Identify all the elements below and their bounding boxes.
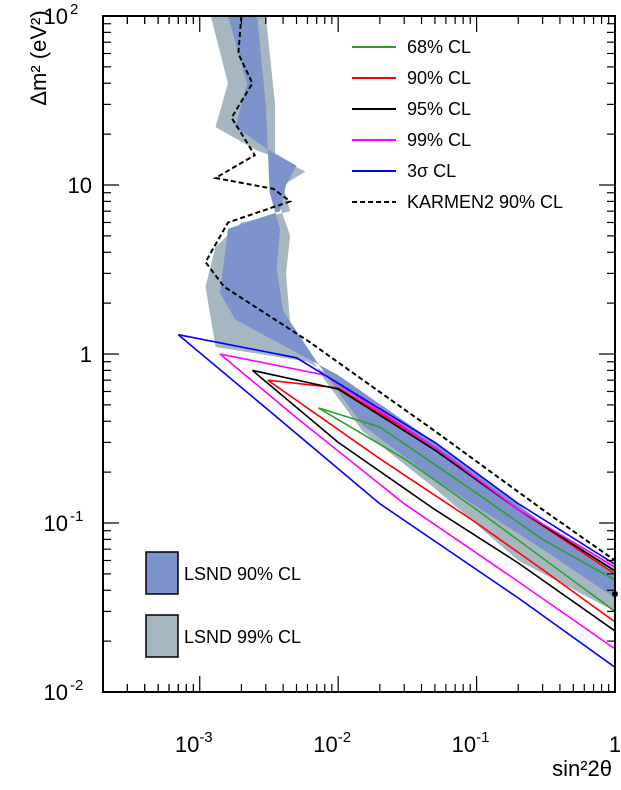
x-tick-exponent: -2 (338, 729, 351, 746)
y-axis-label: Δm² (eV²) (26, 10, 51, 105)
legend-label: 90% CL (407, 68, 471, 88)
legend-label: KARMEN2 90% CL (407, 192, 563, 212)
series-karmen2-90-cl (204, 15, 616, 562)
x-axis-label: sin²2θ (552, 756, 612, 781)
x-tick-exponent: -3 (199, 729, 212, 746)
lsnd-90-region (220, 16, 615, 598)
x-tick-label: 10-2 (313, 729, 351, 757)
y-tick-label: 10 -2 (44, 677, 84, 705)
plot-frame (102, 15, 616, 693)
series-90-cl (267, 379, 616, 624)
region-legend-swatch (145, 614, 179, 658)
x-tick-label: 1 (609, 732, 621, 757)
region-legend-label: LSND 90% CL (184, 564, 301, 584)
x-tick-exponent: -1 (476, 729, 489, 746)
y-tick-exponent: -1 (70, 508, 83, 525)
legend-label: 99% CL (407, 130, 471, 150)
series-99-cl (219, 353, 616, 651)
legend: 68% CL 90% CL 95% CL 99% CL 3σ CL KARMEN2 90%… (352, 37, 563, 212)
axis-ticks (102, 15, 616, 693)
series-3-cl (177, 333, 616, 669)
series-95-cl (251, 369, 616, 633)
legend-label: 3σ CL (407, 161, 456, 181)
legend-label: 95% CL (407, 99, 471, 119)
y-tick-label: 10 -1 (44, 508, 84, 536)
x-tick-label: 10-1 (452, 729, 490, 757)
region-legend: LSND 90% CL LSND 99% CL (145, 551, 301, 658)
legend-label: 68% CL (407, 37, 471, 57)
x-tick-label: 10-3 (175, 729, 213, 757)
region-legend-label: LSND 99% CL (184, 627, 301, 647)
region-legend-swatch (145, 551, 179, 595)
y-tick-exponent: 2 (70, 1, 78, 18)
y-tick-label: 1 (80, 342, 92, 367)
lsnd-regions (205, 16, 615, 612)
y-tick-label: 10 (68, 173, 92, 198)
y-tick-exponent: -2 (70, 677, 83, 694)
series-layer (177, 15, 618, 669)
